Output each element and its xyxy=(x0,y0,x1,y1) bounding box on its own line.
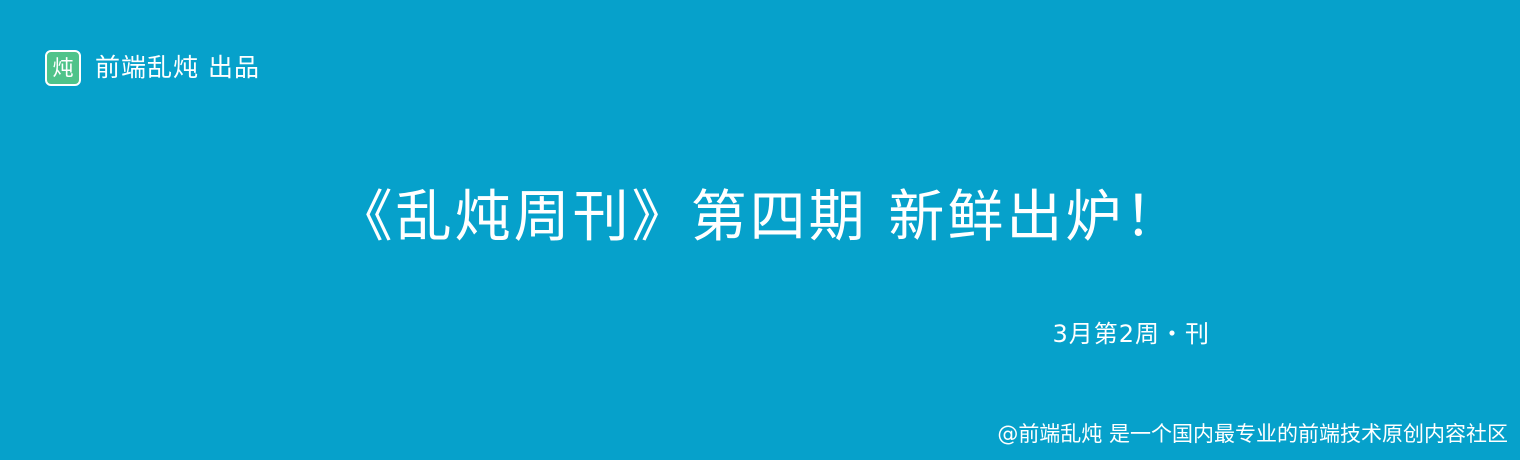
issue-label: 3月第2周・刊 xyxy=(1052,320,1210,348)
brand-text: 前端乱炖 出品 xyxy=(95,53,260,82)
brand: 炖 前端乱炖 出品 xyxy=(45,48,260,88)
brand-logo-icon: 炖 xyxy=(45,50,81,86)
footer-tagline: @前端乱炖 是一个国内最专业的前端技术原创内容社区 xyxy=(997,422,1508,446)
headline: 《乱炖周刊》第四期 新鲜出炉！ xyxy=(336,185,1184,250)
